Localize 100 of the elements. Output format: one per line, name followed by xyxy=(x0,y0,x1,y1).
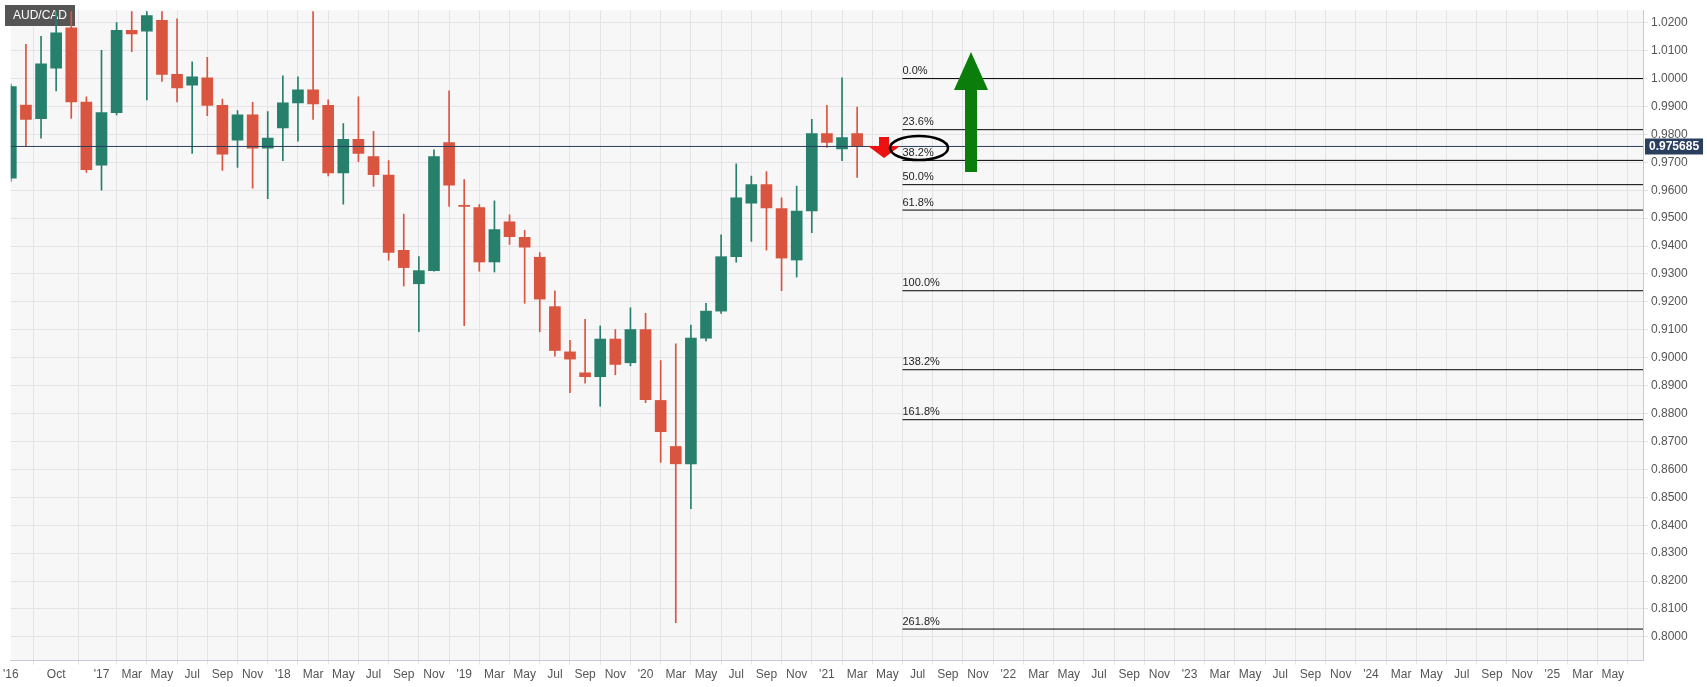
x-tick-label: Mar xyxy=(1209,667,1231,682)
x-tick-label: Jul xyxy=(1453,667,1470,682)
x-tick-label: Sep xyxy=(1299,667,1322,682)
x-tick-label: '24 xyxy=(1363,667,1380,682)
y-tick-label: 0.8300 xyxy=(1651,545,1689,560)
x-tick-label: Sep xyxy=(937,667,959,682)
candlestick xyxy=(669,343,682,623)
y-tick-label: 0.8100 xyxy=(1651,601,1689,616)
x-tick-label: '25 xyxy=(1544,667,1561,682)
y-tick-label: 0.9800 xyxy=(1651,126,1689,141)
x-tick-label: May xyxy=(694,667,718,682)
x-tick-label: May xyxy=(150,667,174,682)
x-tick-label: Nov xyxy=(1511,667,1533,682)
annotation: 261.8% xyxy=(902,614,940,627)
x-tick-label: May xyxy=(513,667,536,682)
candlestick xyxy=(851,106,863,178)
x-tick-label: Nov xyxy=(423,667,445,682)
x-tick-label: Jul xyxy=(184,667,200,682)
x-tick-label: Mar xyxy=(1028,667,1049,682)
candlestick xyxy=(186,61,198,154)
annotation: 138.2% xyxy=(902,355,940,368)
y-tick-label: 1.0100 xyxy=(1651,42,1689,57)
x-tick-label: Mar xyxy=(665,667,687,682)
x-tick-label: Sep xyxy=(1118,667,1141,682)
y-tick-label: 0.8000 xyxy=(1651,629,1689,644)
x-tick-label: Mar xyxy=(484,667,505,682)
x-tick-label: '17 xyxy=(93,667,110,682)
x-tick-label: Jul xyxy=(909,667,926,682)
x-tick-label: Sep xyxy=(574,667,597,682)
candlestick xyxy=(141,11,153,101)
y-tick-label: 0.9600 xyxy=(1651,182,1689,197)
x-tick-label: Jul xyxy=(547,667,563,682)
candlestick xyxy=(458,179,471,326)
y-tick-label: 0.9700 xyxy=(1651,154,1689,169)
x-tick-label: May xyxy=(1057,667,1081,682)
x-tick-label: '23 xyxy=(1181,667,1198,682)
y-tick-label: 0.8800 xyxy=(1651,405,1689,420)
x-tick-label: '21 xyxy=(819,667,836,682)
annotation: 23.6% xyxy=(902,115,934,128)
x-tick-label: Sep xyxy=(1481,667,1503,682)
candlestick xyxy=(564,340,576,393)
candlestick xyxy=(821,105,833,148)
x-tick-label: Jul xyxy=(728,667,744,682)
candlestick xyxy=(292,76,304,142)
annotation: 0.0% xyxy=(902,64,928,77)
x-tick-label: Mar xyxy=(302,667,324,682)
x-tick-label: Jul xyxy=(1272,667,1288,682)
x-tick-label: Nov xyxy=(604,667,626,682)
y-tick-label: 0.9200 xyxy=(1651,294,1689,309)
y-tick-label: 1.0200 xyxy=(1651,15,1689,30)
x-tick-label: May xyxy=(876,667,899,682)
y-tick-label: 0.9500 xyxy=(1651,210,1689,225)
annotation: 100.0% xyxy=(902,276,940,289)
candlestick xyxy=(836,77,848,161)
annotation: 50.0% xyxy=(902,170,934,183)
x-tick-label: May xyxy=(1238,667,1262,682)
x-tick-label: Sep xyxy=(755,667,778,682)
y-tick-label: 0.9900 xyxy=(1651,98,1689,113)
x-tick-label: Oct xyxy=(46,667,67,682)
annotation: 161.8% xyxy=(902,405,940,418)
y-tick-label: 0.9400 xyxy=(1651,238,1689,253)
y-tick-label: 1.0000 xyxy=(1651,70,1689,85)
y-tick-label: 0.8700 xyxy=(1651,433,1689,448)
x-tick-label: Jul xyxy=(365,667,382,682)
x-tick-label: Mar xyxy=(121,667,143,682)
y-tick-label: 0.8500 xyxy=(1651,489,1689,504)
candlestick xyxy=(579,318,591,384)
x-tick-label: '19 xyxy=(456,667,473,682)
x-tick-label: Mar xyxy=(846,667,868,682)
annotation: 61.8% xyxy=(902,195,934,208)
x-tick-label: Nov xyxy=(967,667,989,682)
x-tick-label: '16 xyxy=(3,667,19,682)
y-tick-label: 0.9100 xyxy=(1651,322,1689,337)
x-tick-label: Sep xyxy=(211,667,234,682)
y-tick-label: 0.8900 xyxy=(1651,377,1689,392)
x-tick-label: Jul xyxy=(1091,667,1107,682)
candlestick xyxy=(307,11,319,120)
x-tick-label: Sep xyxy=(393,667,415,682)
x-tick-label: Mar xyxy=(1390,667,1412,682)
x-tick-label: Mar xyxy=(1572,667,1593,682)
x-tick-label: May xyxy=(1420,667,1443,682)
x-tick-label: May xyxy=(331,667,355,682)
annotation: 38.2% xyxy=(902,145,934,158)
candlestick xyxy=(413,256,425,333)
y-tick-label: 0.9000 xyxy=(1651,350,1689,365)
y-tick-label: 0.8400 xyxy=(1651,517,1689,532)
y-tick-label: 0.8200 xyxy=(1651,573,1689,588)
x-tick-label: '20 xyxy=(637,667,654,682)
x-tick-label: Nov xyxy=(786,667,808,682)
candlestick xyxy=(171,18,183,103)
y-tick-label: 0.9300 xyxy=(1651,266,1689,281)
x-tick-label: Nov xyxy=(1330,667,1352,682)
x-tick-label: Nov xyxy=(1148,667,1171,682)
x-tick-label: Nov xyxy=(241,667,264,682)
x-tick-label: '22 xyxy=(1000,667,1017,682)
ref-line-label: 0.975685 xyxy=(1649,138,1700,153)
chart-title: AUD/CAD xyxy=(13,8,68,23)
x-tick-label: May xyxy=(1601,667,1625,682)
candlestick xyxy=(20,43,32,148)
candlestick xyxy=(125,11,138,53)
